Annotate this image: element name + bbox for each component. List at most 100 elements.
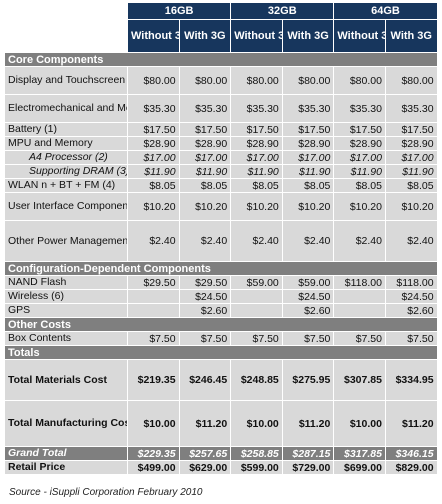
cost-cell: $2.60 [384, 303, 438, 318]
cost-cell: $28.90 [281, 136, 335, 151]
row-label: Total Manufacturing Cost [4, 400, 128, 447]
sub-header-32gb-without-3g: Without 3G [230, 19, 283, 53]
cost-cell: $499.00 [127, 460, 180, 475]
row-label: WLAN n + BT + FM (4) [4, 178, 128, 193]
cost-cell: $2.40 [384, 220, 438, 262]
cost-cell: $8.05 [333, 178, 386, 193]
cost-cell: $59.00 [281, 275, 335, 290]
cost-cell: $80.00 [384, 66, 438, 95]
row-label: Supporting DRAM (3) [4, 164, 128, 179]
cost-cell: $8.05 [127, 178, 180, 193]
cost-cell: $35.30 [230, 94, 283, 123]
cost-cell: $2.40 [333, 220, 386, 262]
sub-header-row: Without 3G With 3G Without 3G With 3G Wi… [5, 19, 438, 53]
cost-cell: $80.00 [281, 66, 335, 95]
table-body: Core Components Display and Touchscreen $8… [4, 52, 438, 475]
cost-cell: $275.95 [281, 359, 335, 401]
row-label: Other Power Management Components [4, 220, 128, 262]
cost-cell: $2.40 [230, 220, 283, 262]
cost-cell: $24.50 [281, 289, 335, 304]
cost-cell [127, 289, 180, 304]
grand-total-row: Grand Total $229.35 $257.65 $258.85 $287.15 $… [4, 446, 438, 461]
row-label: MPU and Memory [4, 136, 128, 151]
cost-cell: $248.85 [230, 359, 283, 401]
table-row: Box Contents $7.50 $7.50 $7.50 $7.50 $7.50 $7.… [4, 331, 438, 346]
table-row: NAND Flash $29.50 $29.50 $59.00 $59.00 $118.0… [4, 275, 438, 290]
row-label: User Interface Components (5) [4, 192, 128, 221]
cost-cell: $729.00 [281, 460, 335, 475]
row-label: A4 Processor (2) [4, 150, 128, 165]
cost-cell: $35.30 [127, 94, 180, 123]
cost-cell: $17.00 [127, 150, 180, 165]
cost-cell: $11.90 [230, 164, 283, 179]
row-label: Battery (1) [4, 122, 128, 137]
cost-cell: $219.35 [127, 359, 180, 401]
row-label: Grand Total [4, 446, 128, 461]
cost-cell: $59.00 [230, 275, 283, 290]
cost-cell: $11.20 [384, 400, 438, 447]
cost-cell: $10.00 [230, 400, 283, 447]
cost-cell: $257.65 [178, 446, 232, 461]
cost-cell: $2.60 [178, 303, 232, 318]
cost-cell: $28.90 [127, 136, 180, 151]
cost-cell: $7.50 [127, 331, 180, 346]
source-note: Source - iSuppli Corporation February 20… [9, 487, 203, 498]
cost-cell: $35.30 [178, 94, 232, 123]
cost-cell: $7.50 [230, 331, 283, 346]
cost-cell: $17.50 [230, 122, 283, 137]
cost-cell: $17.00 [281, 150, 335, 165]
cost-cell: $17.00 [230, 150, 283, 165]
cost-cell: $10.20 [333, 192, 386, 221]
cost-cell: $80.00 [333, 66, 386, 95]
cost-cell: $17.50 [333, 122, 386, 137]
cost-cell: $10.00 [333, 400, 386, 447]
table-row: Total Manufacturing Cost $10.00 $11.20 $10.… [4, 400, 438, 447]
section-header-row: Core Components [4, 52, 438, 67]
cost-cell: $29.50 [178, 275, 232, 290]
cost-cell: $10.20 [230, 192, 283, 221]
cost-cell [333, 289, 386, 304]
sub-header-32gb-with-3g: With 3G [281, 19, 335, 53]
cost-cell: $8.05 [230, 178, 283, 193]
retail-price-row: Retail Price $499.00 $629.00 $599.00 $729.00… [4, 460, 438, 475]
cost-cell [127, 303, 180, 318]
cost-cell: $17.50 [127, 122, 180, 137]
section-header-row: Totals [4, 345, 438, 360]
cost-cell: $28.90 [178, 136, 232, 151]
cost-cell: $24.50 [178, 289, 232, 304]
sub-header-64gb-without-3g: Without 3G [333, 19, 386, 53]
cost-cell: $10.20 [178, 192, 232, 221]
cost-cell: $10.20 [127, 192, 180, 221]
section-title: Configuration-Dependent Components [4, 261, 438, 276]
group-header-row: 16GB 32GB 64GB [4, 2, 438, 53]
table-row: MPU and Memory $28.90 $28.90 $28.90 $28.90 $2… [4, 136, 438, 151]
cost-cell: $629.00 [178, 460, 232, 475]
cost-cell: $2.40 [281, 220, 335, 262]
cost-cell: $10.20 [384, 192, 438, 221]
table-row: Wireless (6) $24.50 $24.50 $24.50 [4, 289, 438, 304]
row-label: NAND Flash [4, 275, 128, 290]
cost-cell: $29.50 [127, 275, 180, 290]
cost-cell: $10.20 [281, 192, 335, 221]
cost-cell: $118.00 [333, 275, 386, 290]
cost-cell: $10.00 [127, 400, 180, 447]
table-row: Battery (1) $17.50 $17.50 $17.50 $17.50 $17.5… [4, 122, 438, 137]
row-label: GPS [4, 303, 128, 318]
cost-cell: $2.40 [127, 220, 180, 262]
table-header: 16GB 32GB 64GB Without 3G With 3G Withou… [4, 2, 438, 53]
cost-cell: $80.00 [178, 66, 232, 95]
table-row: A4 Processor (2) $17.00 $17.00 $17.00 $17.00… [4, 150, 438, 165]
cost-cell: $11.90 [281, 164, 335, 179]
cost-cell: $7.50 [384, 331, 438, 346]
row-label: Total Materials Cost [4, 359, 128, 401]
table-row: Display and Touchscreen $80.00 $80.00 $80.0… [4, 66, 438, 95]
table-row: Supporting DRAM (3) $11.90 $11.90 $11.90 $11… [4, 164, 438, 179]
cost-cell [333, 303, 386, 318]
cost-cell: $118.00 [384, 275, 438, 290]
cost-cell: $229.35 [127, 446, 180, 461]
cost-cell: $2.40 [178, 220, 232, 262]
cost-cell: $28.90 [384, 136, 438, 151]
cost-cell: $11.90 [384, 164, 438, 179]
cost-cell: $17.00 [178, 150, 232, 165]
cost-cell: $28.90 [230, 136, 283, 151]
